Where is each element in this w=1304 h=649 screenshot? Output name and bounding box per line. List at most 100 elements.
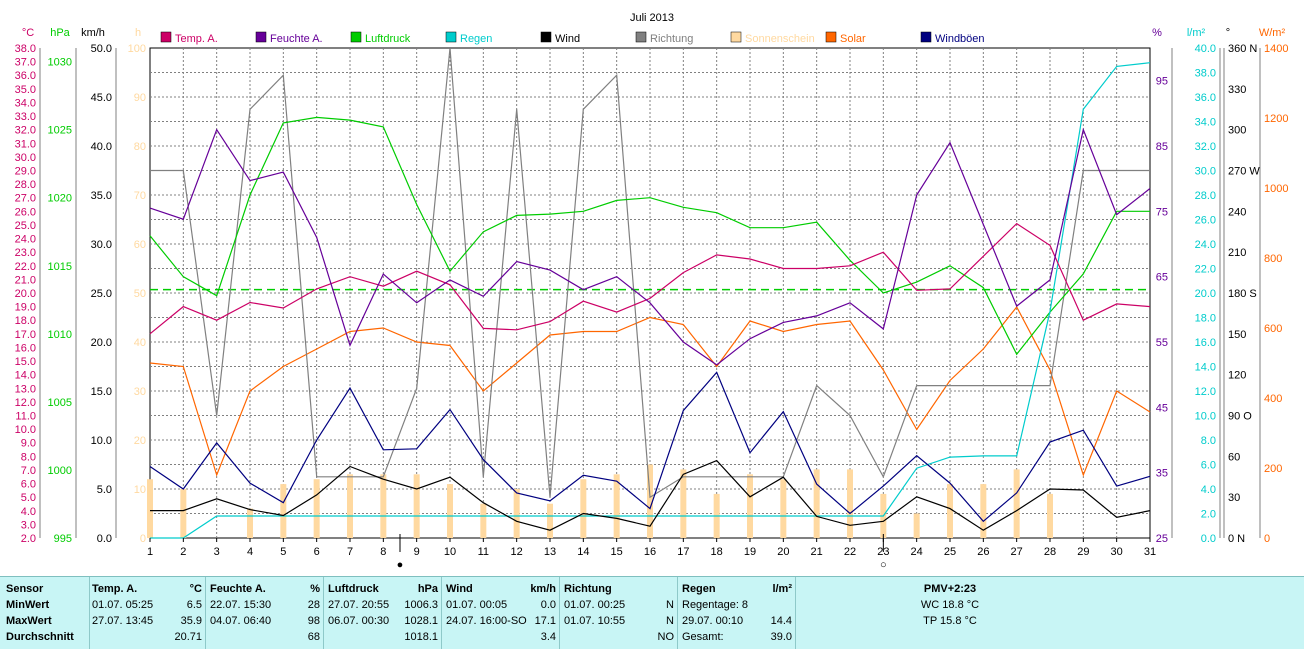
x-tick-label: 28 <box>1044 546 1056 558</box>
sunshine-bar <box>313 479 320 538</box>
stats-column: Luftdruck hPa 27.07. 20:55 1006.3 06.07. 00:… <box>328 581 438 647</box>
series-temp-a- <box>149 222 1151 335</box>
stats-value: 20.71 <box>174 631 202 643</box>
solar-tick: 1000 <box>1264 183 1288 195</box>
stats-row: Regentage: 8 <box>682 597 792 613</box>
pmv-title: PMV+2:23 <box>923 583 977 595</box>
series-solar <box>149 305 1151 477</box>
sunshine-bar <box>347 474 353 538</box>
humidity-tick: 45 <box>1156 402 1168 414</box>
stats-row: 04.07. 06:40 98 <box>210 613 320 629</box>
sunshine-bar <box>913 513 920 538</box>
weather-chart: Juli 2013 Temp. A. Feuchte A. Luftdruck Reg… <box>15 12 1289 571</box>
stats-value: 35.9 <box>180 615 202 627</box>
x-tick-label: 22 <box>844 546 856 558</box>
sun-tick: 80 <box>134 141 146 153</box>
sun-tick: 90 <box>134 92 146 104</box>
sunshine-bar <box>547 503 553 538</box>
temp-tick: 37.0 <box>15 57 36 69</box>
stats-row: 1018.1 <box>328 629 438 645</box>
stats-title: Wind <box>446 583 473 595</box>
direction-unit: ° <box>1226 27 1230 39</box>
stats-title: Sensor <box>6 583 44 595</box>
temp-tick: 30.0 <box>15 152 36 164</box>
sun-tick: 30 <box>134 386 146 398</box>
solar-tick: 200 <box>1264 463 1282 475</box>
sunshine-bar <box>380 474 387 538</box>
stats-header: Luftdruck hPa <box>328 581 438 597</box>
stats-unit: hPa <box>417 583 438 595</box>
legend-label: Temp. A. <box>175 33 218 45</box>
sunshine-bar <box>813 469 820 538</box>
pressure-tick: 1020 <box>48 193 72 205</box>
legend-swatch <box>540 31 552 43</box>
temp-unit: °C <box>22 27 34 39</box>
x-tick-label: 24 <box>911 546 923 558</box>
direction-tick: 330 <box>1228 84 1246 96</box>
sunshine-bar <box>1013 469 1020 538</box>
x-tick-label: 11 <box>478 546 489 558</box>
temp-tick: 4.0 <box>21 506 36 518</box>
stats-label: MinWert <box>6 599 50 611</box>
sunshine-bar <box>413 474 420 538</box>
stats-label: 06.07. 00:30 <box>328 615 390 627</box>
x-tick-label: 4 <box>247 546 253 558</box>
stats-column: Sensor MinWert MaxWert Durchschnitt <box>6 581 86 647</box>
stats-row: Durchschnitt <box>6 629 86 645</box>
rain-tick: 26.0 <box>1195 215 1216 227</box>
x-tick-label: 8 <box>380 546 386 558</box>
stats-label: 29.07. 00:10 <box>682 615 744 627</box>
rain-tick: 38.0 <box>1195 68 1216 80</box>
stats-row: 29.07. 00:10 14.4 <box>682 613 792 629</box>
x-tick-label: 17 <box>677 546 689 558</box>
stats-label: 27.07. 20:55 <box>328 599 390 611</box>
humidity-tick: 75 <box>1156 206 1168 218</box>
legend-swatch <box>255 31 267 43</box>
sun-tick: 40 <box>134 337 146 349</box>
rain-tick: 10.0 <box>1195 411 1216 423</box>
rain-tick: 6.0 <box>1201 460 1216 472</box>
temp-tick: 24.0 <box>15 234 36 246</box>
stats-row: Gesamt: 39.0 <box>682 629 792 645</box>
stats-header: Wind km/h <box>446 581 556 597</box>
rain-tick: 22.0 <box>1195 264 1216 276</box>
stats-value: 28 <box>307 599 320 611</box>
solar-tick: 1400 <box>1264 43 1288 55</box>
stats-unit: °C <box>189 583 202 595</box>
rain-tick: 36.0 <box>1195 92 1216 104</box>
x-tick-label: 1 <box>147 546 153 558</box>
stats-column: Regen l/m² Regentage: 8 29.07. 00:10 14.4 Ges… <box>682 581 792 647</box>
sunshine-bar <box>613 474 620 538</box>
humidity-tick: 65 <box>1156 272 1168 284</box>
stats-separator <box>559 577 560 649</box>
x-tick-label: 3 <box>214 546 220 558</box>
stats-label: 22.07. 15:30 <box>210 599 272 611</box>
direction-tick: 90 O <box>1228 411 1252 423</box>
wind-tick: 20.0 <box>91 337 112 349</box>
legend-label: Luftdruck <box>365 33 411 45</box>
sunshine-bar <box>147 479 153 538</box>
sunshine-bars <box>147 464 1053 538</box>
sunshine-bar <box>447 484 453 538</box>
direction-tick: 210 <box>1228 247 1246 259</box>
stats-label: 01.07. 00:25 <box>564 599 626 611</box>
stats-label: 24.07. 16:00-SO <box>446 615 527 627</box>
pressure-tick: 1005 <box>48 397 72 409</box>
rain-tick: 2.0 <box>1201 509 1216 521</box>
stats-separator <box>795 577 796 649</box>
temp-tick: 5.0 <box>21 492 36 504</box>
stats-unit: % <box>310 583 320 595</box>
stats-row: 01.07. 00:25 N <box>564 597 674 613</box>
direction-tick: 360 N <box>1228 43 1257 55</box>
temp-tick: 15.0 <box>15 356 36 368</box>
pmv-column: PMV+2:23 WC 18.8 °C TP 15.8 °C <box>800 581 1100 647</box>
temp-tick: 7.0 <box>21 465 36 477</box>
stats-title: Luftdruck <box>328 583 379 595</box>
temp-tick: 26.0 <box>15 206 36 218</box>
stats-value: 17.1 <box>534 615 556 627</box>
rain-tick: 34.0 <box>1195 117 1216 129</box>
pressure-tick: 1030 <box>48 57 72 69</box>
series-luftdruck <box>149 116 1150 356</box>
sun-tick: 0 <box>140 533 146 545</box>
rain-tick: 4.0 <box>1201 484 1216 496</box>
